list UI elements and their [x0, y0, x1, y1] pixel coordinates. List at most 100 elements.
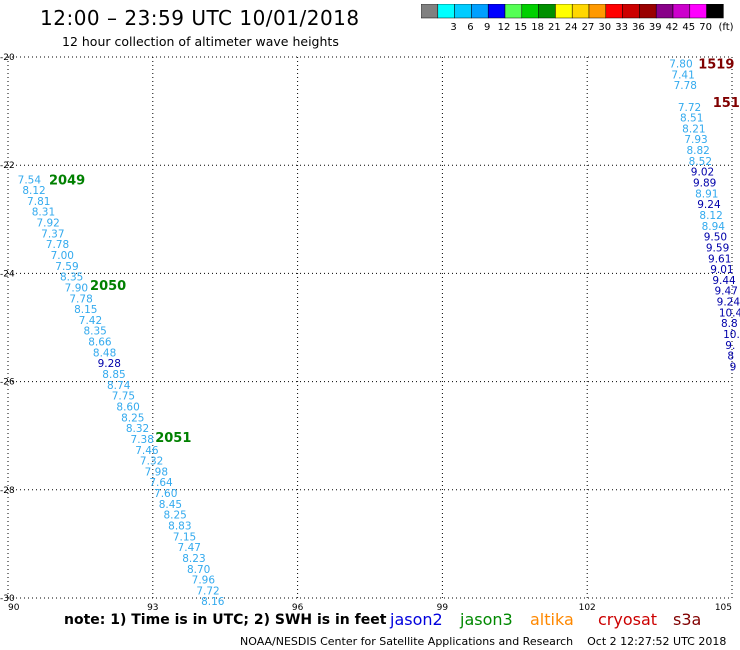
- colorbar-tick-label: 9: [484, 22, 490, 33]
- wave-height-label: 8.74: [107, 380, 131, 392]
- wave-height-label: 9.59: [706, 242, 729, 254]
- wave-height-label: 7.80: [669, 58, 692, 70]
- satellite-legend-jason3: jason3: [460, 610, 513, 629]
- wave-height-label: 8.25: [163, 510, 186, 522]
- colorbar-tick-label: 15: [514, 22, 527, 33]
- colorbar-tick-label: 30: [598, 22, 611, 33]
- wave-height-label: 9.24: [697, 199, 721, 211]
- wave-height-label: 7.81: [27, 196, 50, 208]
- lon-tick-label: 93: [147, 603, 158, 613]
- wave-height-label: 8.60: [116, 401, 139, 413]
- wave-height-label: 8.23: [182, 553, 205, 565]
- wave-height-label: 10.: [723, 329, 740, 341]
- colorbar-tick-label: 45: [682, 22, 695, 33]
- lat-tick-label: -28: [0, 486, 15, 496]
- lat-tick-label: -22: [0, 161, 15, 171]
- wave-height-label: 9.47: [715, 286, 738, 298]
- wave-height-label: 8.52: [689, 156, 712, 168]
- lon-tick-label: 90: [8, 603, 20, 613]
- wave-height-label: 8.66: [88, 337, 112, 349]
- colorbar-unit: (ft): [718, 22, 733, 33]
- pass-time-label: 2051: [155, 431, 191, 446]
- wave-height-label: 8.31: [32, 207, 55, 219]
- colorbar-tick-label: 70: [699, 22, 712, 33]
- lat-tick-label: -24: [0, 269, 15, 279]
- map-title: 12:00 – 23:59 UTC 10/01/2018: [40, 6, 360, 30]
- pass-time-label: 2050: [90, 279, 126, 294]
- wave-height-label: 8.15: [74, 304, 97, 316]
- lon-tick-label: 102: [579, 603, 596, 613]
- wave-height-label: 7.38: [131, 434, 154, 446]
- wave-height-label: 8.35: [83, 326, 106, 338]
- colorbar-tick-label: 42: [666, 22, 679, 33]
- wave-height-label: 7.75: [112, 391, 135, 403]
- colorbar-tick-label: 33: [615, 22, 628, 33]
- lat-tick-label: -26: [0, 378, 15, 388]
- wave-height-label: 7.78: [46, 239, 69, 251]
- wave-height-label: 8.25: [121, 412, 144, 424]
- wave-height-label: 8.51: [680, 113, 703, 125]
- lon-tick-label: 99: [437, 603, 449, 613]
- satellite-legend-cryosat: cryosat: [598, 610, 658, 629]
- wave-height-label: 7.60: [154, 488, 177, 500]
- wave-height-label: 9.02: [691, 167, 714, 179]
- wave-height-label: 8.45: [159, 499, 182, 511]
- wave-height-label: 8.12: [22, 185, 45, 197]
- wave-height-label: 7.54: [18, 174, 42, 186]
- wave-height-label: 7.90: [65, 282, 88, 294]
- wave-height-label: 7.46: [135, 445, 159, 457]
- pass-time-label: 2049: [49, 173, 85, 188]
- wave-height-label: 9.50: [704, 232, 727, 244]
- colorbar-legend: 3 6 9 12 15 18 21 24 27 30 33 36 39 42 45 70 (ft): [421, 4, 734, 33]
- wave-height-label: 7.47: [178, 542, 201, 554]
- colorbar-tick-label: 39: [649, 22, 662, 33]
- wave-height-label: 8.32: [126, 423, 149, 435]
- wave-height-label: 9.61: [708, 253, 731, 265]
- wave-height-label: 7.42: [79, 315, 102, 327]
- wave-height-label: 9: [730, 361, 737, 373]
- pass-time-label: 1519: [698, 57, 734, 72]
- wave-height-label: 9.89: [693, 178, 716, 190]
- wave-height-label: 9.28: [98, 358, 121, 370]
- wave-height-label: 8.48: [93, 347, 116, 359]
- wave-height-label: 8.82: [686, 145, 709, 157]
- timestamp-text: Oct 2 12:27:52 UTC 2018: [587, 635, 727, 648]
- colorbar-swatch: [706, 4, 724, 19]
- wave-height-label: 7.78: [69, 293, 92, 305]
- colorbar-tick-label: 24: [565, 22, 578, 33]
- wave-height-label: 8.70: [187, 564, 210, 576]
- wave-height-label: 9.24: [717, 297, 740, 309]
- colorbar-tick-label: 21: [548, 22, 561, 33]
- wave-height-label: 9.: [725, 340, 735, 352]
- wave-height-label: 7.15: [173, 531, 196, 543]
- wave-height-label: 8.16: [201, 596, 225, 608]
- wave-height-label: 8.12: [699, 210, 722, 222]
- wave-height-label: 7.72: [678, 102, 701, 114]
- footer-credit: NOAA/NESDIS Center for Satellite Applica…: [240, 635, 726, 648]
- lat-tick-label: -20: [0, 53, 15, 63]
- map-subtitle: 12 hour collection of altimeter wave hei…: [62, 34, 339, 49]
- wave-height-label: 7.92: [36, 218, 59, 230]
- wave-height-label: 10.4: [719, 307, 740, 319]
- wave-height-label: 9.44: [712, 275, 736, 287]
- colorbar-tick-label: 3: [450, 22, 456, 33]
- wave-height-label: 7.59: [55, 261, 78, 273]
- wave-height-label: 7.98: [145, 466, 168, 478]
- wave-height-label: 7.96: [192, 575, 216, 587]
- satellite-legend-s3a: s3a: [673, 610, 702, 629]
- lat-tick-label: -30: [0, 594, 15, 604]
- wave-height-label: 9.01: [710, 264, 733, 276]
- colorbar-tick-label: 27: [582, 22, 595, 33]
- wave-height-label: 7.72: [196, 585, 219, 597]
- wave-height-label: 8.85: [102, 369, 125, 381]
- colorbar-tick-label: 6: [467, 22, 473, 33]
- lon-tick-label: 105: [715, 603, 732, 613]
- wave-height-label: 8.91: [695, 188, 718, 200]
- satellite-legend-altika: altika: [530, 610, 574, 629]
- credit-text: NOAA/NESDIS Center for Satellite Applica…: [240, 635, 574, 648]
- units-note: note: 1) Time is in UTC; 2) SWH is in fe…: [64, 612, 387, 628]
- wave-height-label: 8.83: [168, 521, 191, 533]
- wave-height-label: 7.37: [41, 228, 64, 240]
